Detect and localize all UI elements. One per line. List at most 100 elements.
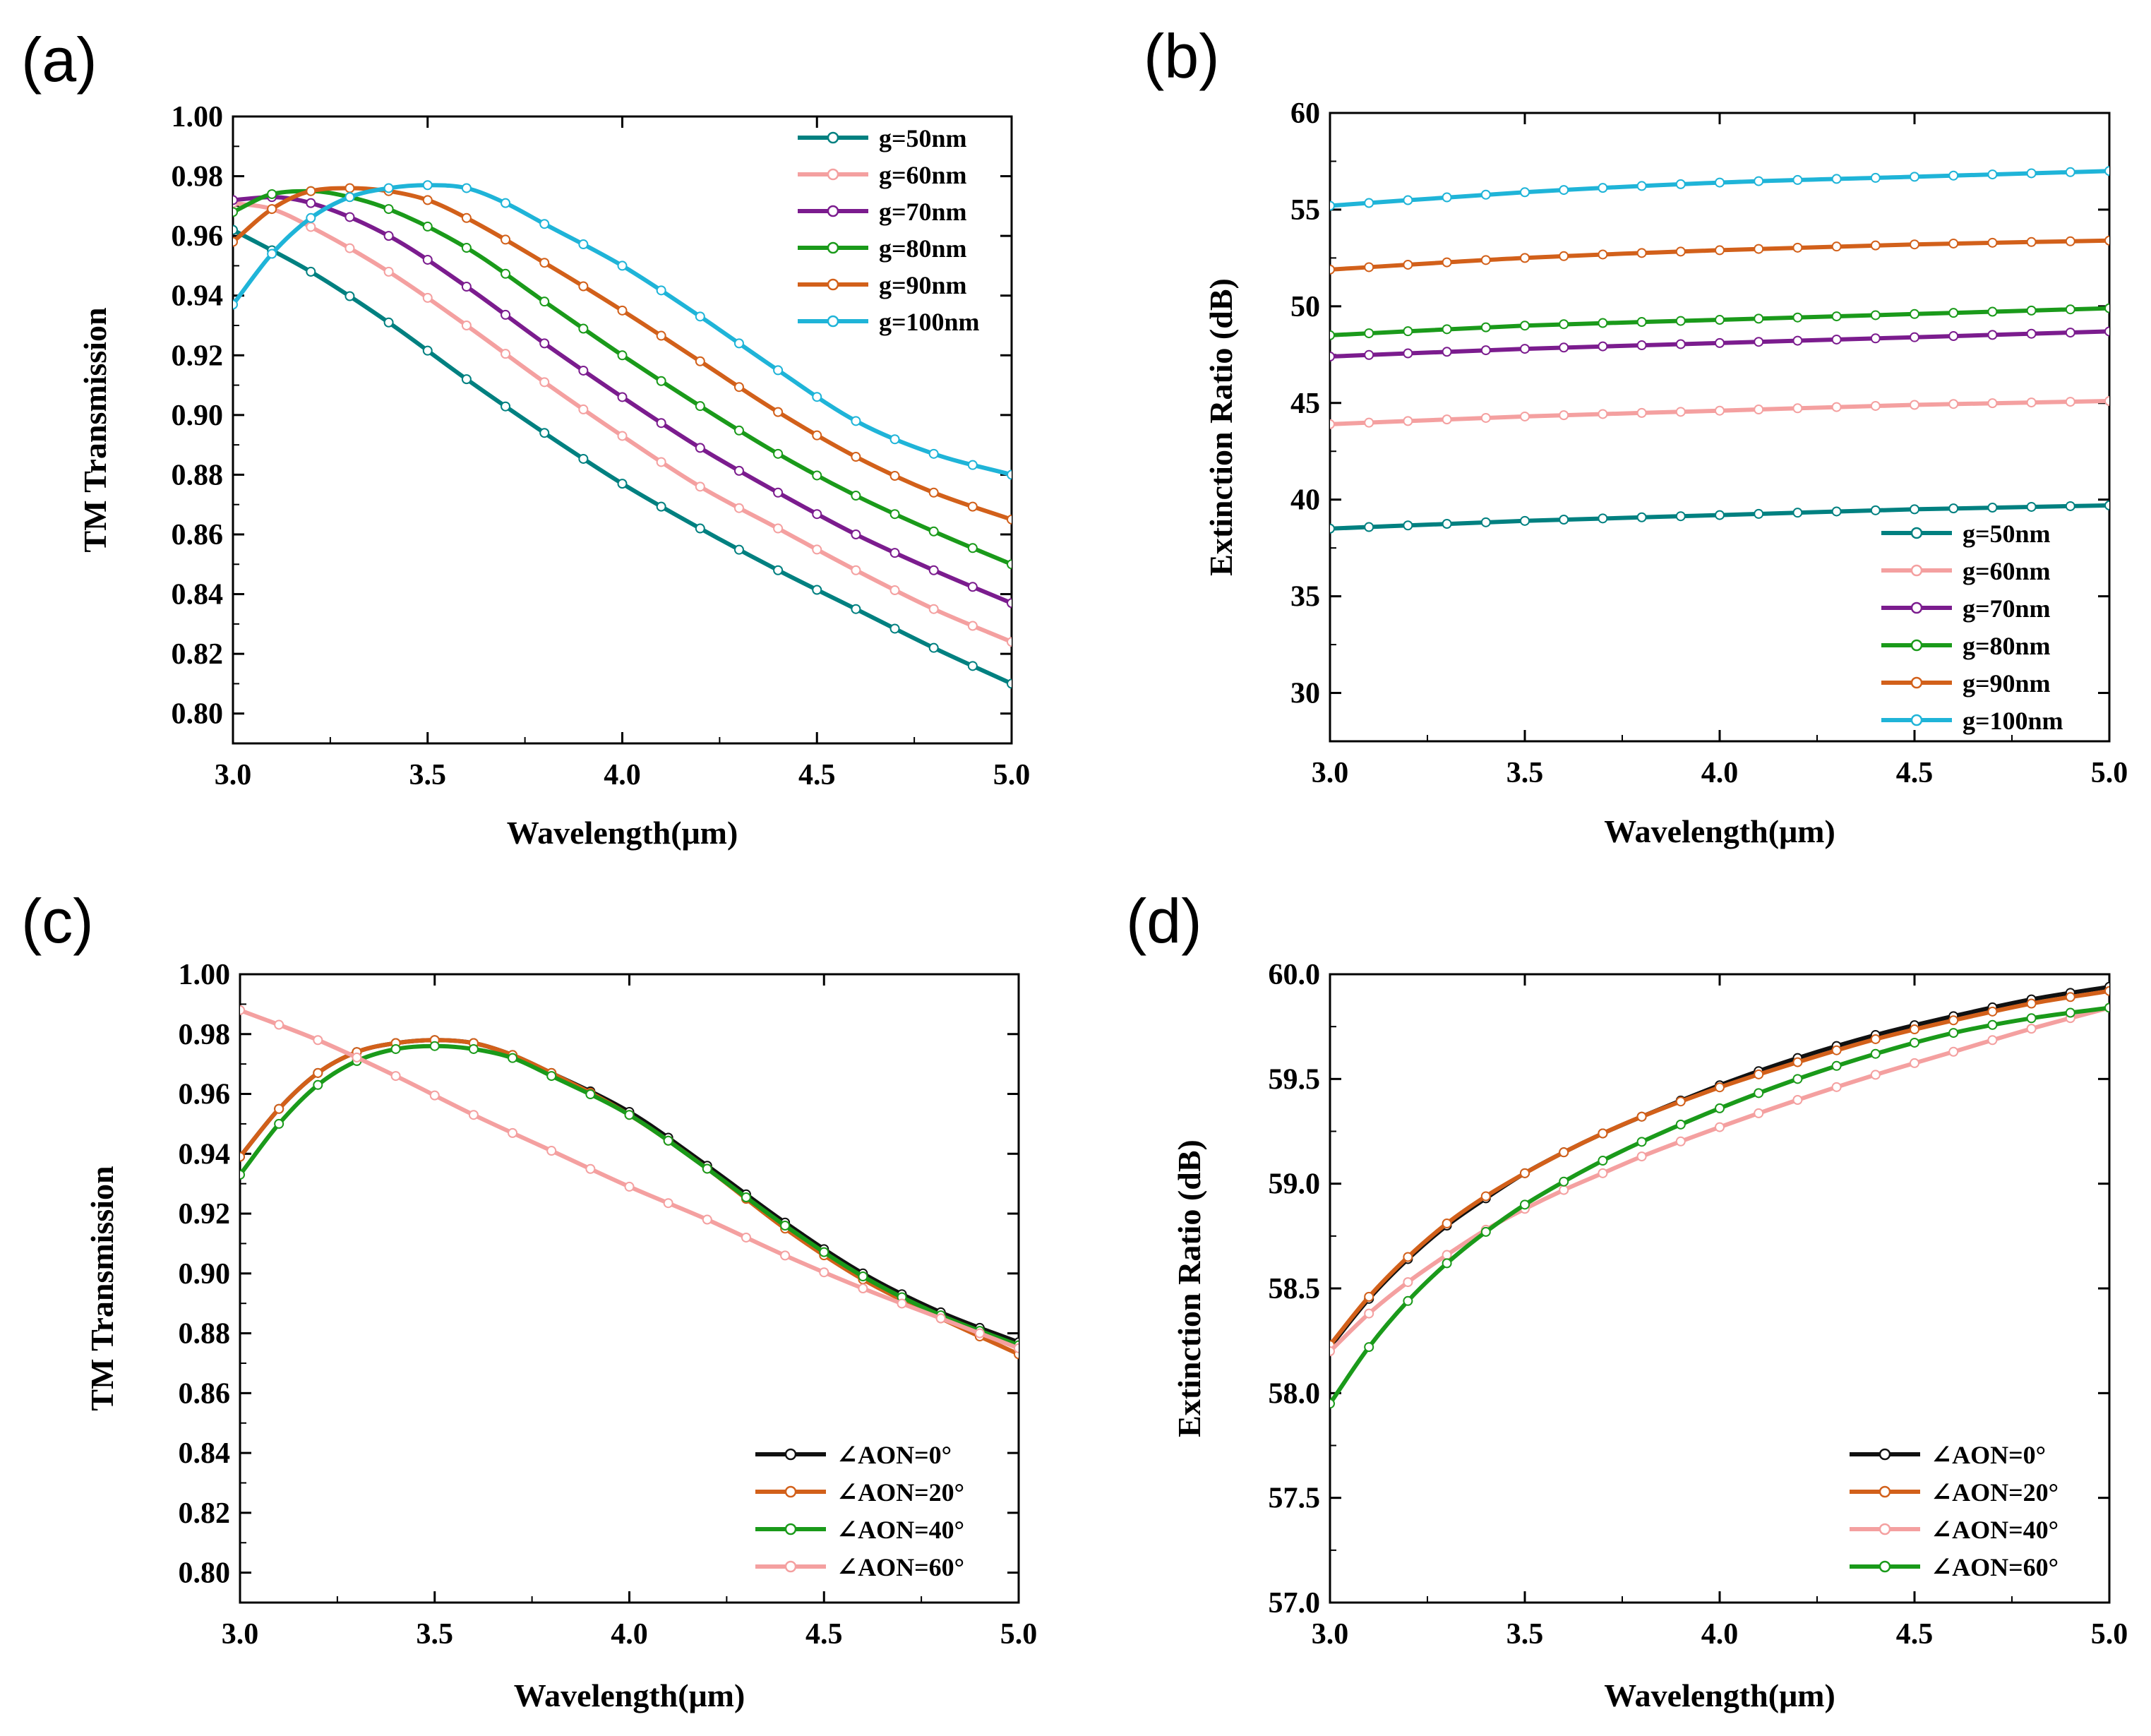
- data-point: [1910, 1037, 1919, 1048]
- data-point: [967, 501, 978, 512]
- y-tick-label: 0.86: [172, 519, 224, 551]
- data-point: [1715, 337, 1725, 348]
- data-point: [1675, 339, 1686, 349]
- data-point: [1792, 508, 1803, 518]
- chart-panel-c: (c) 3.0 3.5 4.0 4.5 5.0 0.80 0.82 0.84 0.86 0.88 0.…: [21, 886, 1037, 1713]
- data-point: [1831, 334, 1842, 345]
- legend-marker: [1879, 1560, 1891, 1573]
- data-point: [1987, 306, 1998, 317]
- y-tick-label: 0.80: [179, 1557, 231, 1590]
- data-point: [889, 548, 900, 558]
- y-tick-label: 30: [1290, 678, 1320, 710]
- data-point: [1987, 1006, 1998, 1017]
- data-point: [1330, 1399, 1335, 1409]
- data-point: [1520, 515, 1530, 526]
- x-tick-label: 3.0: [222, 1618, 259, 1651]
- data-point: [390, 1043, 401, 1054]
- data-point: [1910, 400, 1919, 410]
- data-point: [1831, 311, 1842, 322]
- data-point: [663, 1198, 673, 1209]
- data-point: [1007, 469, 1012, 480]
- data-point: [2026, 501, 2037, 512]
- data-point: [695, 481, 705, 492]
- legend-label: g=50nm: [1963, 520, 2051, 548]
- data-point: [1598, 183, 1608, 193]
- data-point: [928, 526, 939, 537]
- data-point: [539, 219, 550, 229]
- x-tick-label: 5.0: [1000, 1618, 1038, 1651]
- y-tick-label: 0.84: [179, 1437, 231, 1470]
- data-point: [1598, 513, 1608, 524]
- data-point: [1364, 349, 1374, 360]
- data-point: [2104, 326, 2109, 337]
- data-point: [468, 1110, 479, 1120]
- data-point: [2026, 168, 2037, 179]
- series-aon-60: [1330, 1002, 2109, 1409]
- data-point: [1675, 511, 1686, 522]
- data-point: [2104, 1002, 2109, 1013]
- x-tick-label: 3.5: [1506, 1618, 1544, 1651]
- data-point: [274, 1118, 284, 1129]
- data-point: [928, 642, 939, 653]
- data-point: [1403, 1295, 1413, 1306]
- data-point: [1559, 342, 1569, 353]
- data-point: [1754, 337, 1764, 347]
- data-point: [578, 365, 589, 376]
- y-tick-label: 0.98: [179, 1019, 231, 1051]
- data-point: [1910, 1024, 1919, 1035]
- legend-marker: [1910, 714, 1923, 726]
- data-point: [1559, 410, 1569, 421]
- data-point: [508, 1127, 518, 1138]
- data-point: [501, 234, 511, 245]
- data-point: [267, 249, 277, 259]
- data-point: [429, 1041, 440, 1051]
- y-tick-label: 58.5: [1269, 1273, 1321, 1305]
- x-tick-label: 5.0: [993, 759, 1031, 791]
- data-point: [858, 1271, 868, 1282]
- data-point: [1870, 1070, 1881, 1080]
- series-aon-40: [1330, 1002, 2109, 1356]
- data-point: [1792, 335, 1803, 346]
- legend-label: g=60nm: [879, 161, 967, 189]
- data-point: [1792, 1095, 1803, 1105]
- data-point: [1559, 514, 1569, 525]
- series-line: [233, 200, 1012, 644]
- x-tick-label: 3.0: [215, 759, 252, 791]
- data-point: [858, 1283, 868, 1293]
- y-axis-title: Extinction Ratio (dB): [1171, 1139, 1207, 1437]
- plot-area: [233, 180, 1012, 689]
- data-point: [617, 479, 628, 489]
- data-point: [695, 311, 705, 322]
- x-axis-title: Wavelength(μm): [1604, 1677, 1835, 1713]
- legend-label: g=80nm: [879, 234, 967, 263]
- plot-area: [1330, 166, 2109, 534]
- legend-item: g=80nm: [798, 234, 967, 263]
- data-point: [461, 183, 472, 193]
- data-point: [928, 487, 939, 498]
- data-point: [1675, 1136, 1686, 1147]
- legend-marker: [784, 1485, 797, 1498]
- data-point: [967, 460, 978, 470]
- data-point: [1715, 315, 1725, 325]
- data-point: [2065, 397, 2075, 407]
- data-point: [508, 1053, 518, 1063]
- data-point: [2104, 235, 2109, 246]
- x-tick-label: 4.5: [1896, 1618, 1934, 1651]
- panel-label: (a): [21, 25, 97, 95]
- data-point: [695, 443, 705, 453]
- legend-label: g=80nm: [1963, 632, 2051, 660]
- data-point: [656, 457, 666, 467]
- panel-label: (d): [1126, 886, 1202, 956]
- data-point: [233, 225, 238, 235]
- legend-label: ∠AON=0°: [1931, 1441, 2046, 1469]
- data-point: [773, 448, 784, 459]
- chart-panel-a: (a) 3.0 3.5 4.0 4.5 5.0 0.80 0.82 0.84 0.86 0.88 0.…: [21, 25, 1030, 851]
- data-point: [501, 401, 511, 412]
- data-point: [1754, 313, 1764, 324]
- data-point: [780, 1250, 791, 1261]
- data-point: [1520, 1168, 1530, 1178]
- data-point: [741, 1192, 751, 1203]
- data-point: [1636, 1111, 1647, 1122]
- y-axis-title: TM Transmission: [77, 307, 113, 552]
- y-tick-label: 1.00: [172, 101, 224, 133]
